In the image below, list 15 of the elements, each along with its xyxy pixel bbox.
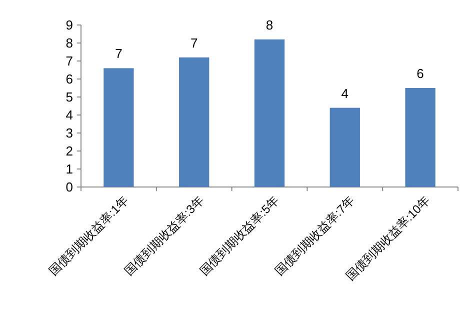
y-tick-label: 0 [66, 180, 73, 194]
data-label: 4 [341, 86, 349, 101]
y-tick-label: 8 [66, 36, 73, 50]
y-tick-label: 4 [66, 108, 73, 122]
y-tick-label: 5 [66, 90, 73, 104]
y-tick-label: 7 [66, 54, 73, 68]
y-tick-label: 9 [66, 18, 73, 32]
data-label: 7 [115, 46, 122, 62]
data-label: 6 [416, 66, 424, 81]
y-tick-label: 2 [66, 144, 73, 158]
y-tick-label: 3 [66, 126, 73, 140]
data-label: 7 [190, 35, 198, 50]
data-label: 8 [266, 17, 274, 32]
y-tick-label: 1 [66, 162, 73, 176]
y-tick-label: 6 [66, 72, 73, 86]
